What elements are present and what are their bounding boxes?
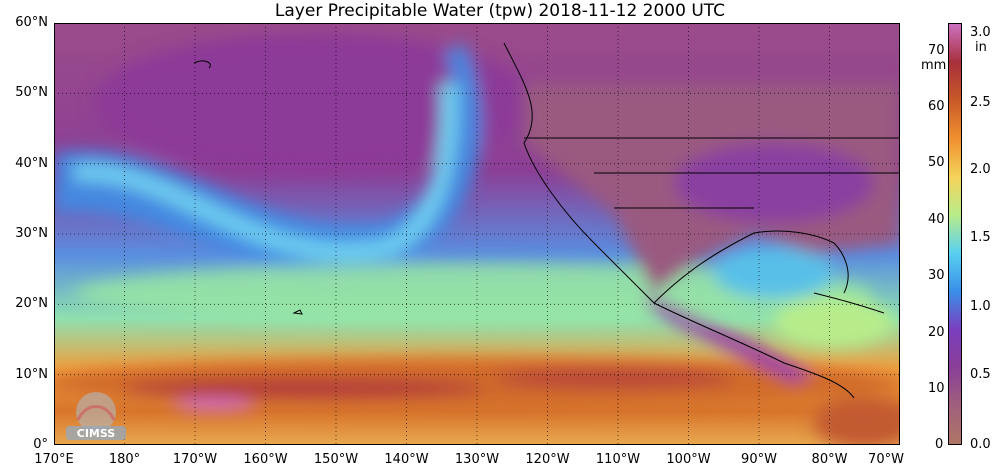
lon-label-70w: 70°W <box>868 452 904 467</box>
lon-label-170e: 170°E <box>34 452 74 467</box>
cimss-logo-text: CIMSS <box>77 427 116 440</box>
colorbar-mm-tick-10: 10 <box>928 381 945 396</box>
lat-label-0: 0° <box>33 437 48 452</box>
map-title: Layer Precipitable Water (tpw) 2018-11-1… <box>274 1 726 21</box>
colorbar-in-tick-2-5: 2.5 <box>970 95 991 110</box>
lon-label-80w: 80°W <box>811 452 848 467</box>
colorbar-mm-tick-40: 40 <box>928 212 945 227</box>
colorbar-in-tick-1-0: 1.0 <box>970 299 991 314</box>
colorbar-in-tick-0-5: 0.5 <box>970 367 991 382</box>
colorbar-in-tick-3-0: 3.0 <box>970 25 991 40</box>
colorbar-in-tick-1-5: 1.5 <box>970 230 991 245</box>
lon-label-170w: 170°W <box>172 452 218 467</box>
lon-label-180: 180° <box>108 452 141 467</box>
colorbar-mm-tick-30: 30 <box>928 268 945 283</box>
lat-label-50n: 50°N <box>15 85 48 100</box>
lon-label-120w: 120°W <box>525 452 570 467</box>
precipitable-water-map <box>54 23 900 445</box>
lon-label-160w: 160°W <box>243 452 288 467</box>
colorbar-in-tick-2-0: 2.0 <box>970 162 991 177</box>
lon-label-150w: 150°W <box>313 452 359 467</box>
colorbar-mm-tick-50: 50 <box>928 155 945 170</box>
colorbar-mm-tick-20: 20 <box>928 325 945 340</box>
cimss-logo: CIMSS <box>66 392 126 440</box>
lat-label-60n: 60°N <box>15 15 48 30</box>
colorbar-in-tick-0-0: 0.0 <box>970 437 991 452</box>
lon-label-110w: 110°W <box>595 452 641 467</box>
lon-label-130w: 130°W <box>454 452 500 467</box>
lat-label-10n: 10°N <box>15 367 48 382</box>
lat-label-30n: 30°N <box>15 226 48 241</box>
colorbar <box>948 23 962 445</box>
colorbar-mm-tick-70: 70 <box>928 43 945 58</box>
colorbar-in-unit: in <box>975 40 987 55</box>
lon-label-140w: 140°W <box>384 452 429 467</box>
colorbar-mm-tick-60: 60 <box>928 99 945 114</box>
colorbar-mm-tick-0: 0 <box>935 437 944 452</box>
lat-label-40n: 40°N <box>15 156 48 171</box>
lon-label-100w: 100°W <box>666 452 711 467</box>
lon-label-90w: 90°W <box>741 452 777 467</box>
lat-label-20n: 20°N <box>15 296 48 311</box>
colorbar-mm-unit: mm <box>921 58 947 73</box>
